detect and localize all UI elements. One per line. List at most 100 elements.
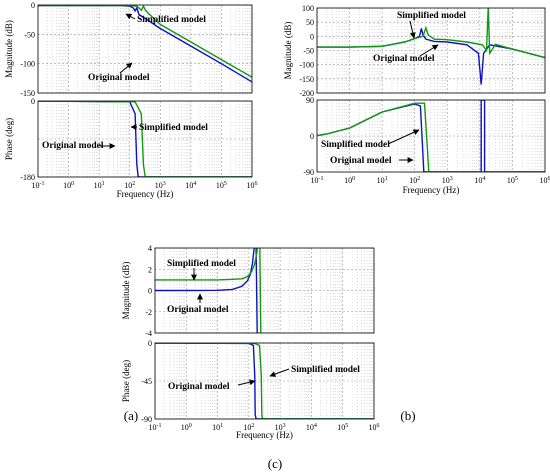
plot-frame: [37, 100, 253, 178]
x-tick-label: 104: [185, 181, 196, 190]
x-tick-label: 100: [181, 423, 192, 432]
x-tick-label: 102: [409, 176, 420, 185]
chart-a-phase-panel: 0 -180 Phase (deg) 10-1 100 101 102 103 104 105 10…: [4, 97, 258, 190]
chart-c: 4 2 0 -2 -4 Magnitude (dB) 0 -45 -90 Phase (deg) 1…: [121, 244, 380, 440]
y-tick-label: 0: [148, 339, 152, 348]
y-tick-label: -100: [299, 61, 314, 70]
x-tick-label: 101: [94, 181, 105, 190]
y-axis-label: Magnitude (dB): [4, 20, 14, 78]
y-tick-label: -150: [20, 89, 35, 98]
y-tick-label: -180: [20, 173, 35, 182]
annotation-label: Original model: [373, 54, 435, 64]
annotation-b-2: Original model: [373, 44, 439, 64]
annotation-arrow: [419, 44, 439, 57]
annotation-arrow: [125, 13, 136, 20]
x-tick-label: 100: [63, 181, 74, 190]
x-tick-label: 10-1: [311, 176, 324, 185]
y-tick-label: 0: [310, 32, 314, 41]
y-tick-label: 0: [310, 132, 314, 141]
annotation-a-4: Original model: [42, 141, 116, 151]
x-axis-label: Frequency (Hz): [117, 189, 174, 199]
plot-background: [38, 5, 252, 93]
annotation-label: Simplified model: [321, 140, 390, 150]
x-tick-label: 10-1: [149, 423, 162, 432]
x-tick-label: 103: [155, 181, 166, 190]
annotation-c-2: Original model: [167, 293, 229, 315]
annotation-a-1: Simplified model: [125, 13, 206, 25]
annotation-arrow: [119, 62, 133, 74]
plot-frame: [154, 247, 375, 334]
chart-c-phase-panel: 0 -45 -90 Phase (deg) 10-1 100 101 102 103 104 105…: [121, 339, 380, 432]
chart-a: 0 -50 -100 -150 Magnitude (dB) 0 -180 Phase (de…: [4, 1, 258, 199]
y-tick-label: 2: [148, 265, 152, 274]
caption-a: (a): [124, 408, 138, 423]
x-tick-label: 102: [243, 423, 254, 432]
x-tick-label: 100: [344, 176, 355, 185]
chart-b: 100 50 0 -50 -100 -150 -200 Magnitude (dB) 90 0 -9…: [283, 4, 550, 195]
series-line-simplified: [155, 248, 262, 333]
series-line-original: [155, 248, 258, 333]
x-tick-label: 104: [474, 176, 485, 185]
annotation-label: Original model: [168, 382, 230, 392]
x-tick-label: 106: [540, 176, 550, 185]
x-tick-label: 103: [442, 176, 453, 185]
y-tick-label: -100: [20, 60, 35, 69]
y-tick-label: -90: [303, 168, 314, 177]
caption-c: (c): [268, 456, 282, 471]
y-tick-label: -45: [141, 377, 152, 386]
annotation-label: Original model: [330, 156, 392, 166]
x-tick-label: 106: [247, 181, 258, 190]
series-line-simplified: [317, 102, 545, 172]
x-tick-label: 104: [306, 423, 317, 432]
chart-c-mag-panel: 4 2 0 -2 -4 Magnitude (dB): [121, 244, 375, 338]
x-tick-label: 10-1: [32, 181, 45, 190]
annotation-label: Simplified model: [291, 365, 360, 375]
annotation-c-3: Simplified model: [269, 365, 360, 377]
annotation-c-4: Original model: [168, 379, 256, 392]
annotation-b-4: Original model: [330, 156, 414, 166]
annotation-label: Original model: [88, 73, 150, 83]
x-tick-label: 106: [369, 423, 380, 432]
y-tick-label: 0: [31, 97, 35, 106]
annotation-b-1: Simplified model: [397, 11, 466, 39]
y-axis-label: Magnitude (dB): [283, 22, 293, 80]
caption-b: (b): [400, 408, 415, 423]
plot-frame: [316, 7, 546, 94]
x-tick-label: 101: [212, 423, 223, 432]
y-tick-label: -50: [303, 47, 314, 56]
annotation-arrow: [409, 20, 416, 39]
y-axis-label: Phase (deg): [4, 118, 14, 160]
annotation-arrow: [387, 129, 420, 145]
y-tick-label: 0: [31, 1, 35, 10]
y-tick-label: 50: [306, 18, 314, 27]
annotation-label: Original model: [167, 305, 229, 315]
annotation-label: Original model: [42, 141, 104, 151]
plot-frame: [316, 99, 546, 173]
annotation-label: Simplified model: [397, 11, 466, 21]
y-tick-label: 4: [148, 244, 152, 253]
plot-frame: [37, 4, 253, 94]
annotation-label: Simplified model: [139, 123, 208, 133]
annotation-arrow: [269, 368, 290, 377]
x-tick-label: 103: [275, 423, 286, 432]
series-line-simplified: [38, 5, 252, 78]
annotation-a-3: Simplified model: [130, 123, 208, 133]
y-axis-label: Phase (deg): [121, 360, 131, 402]
chart-b-mag-panel: 100 50 0 -50 -100 -150 -200 Magnitude (dB): [283, 4, 546, 98]
x-axis-label: Frequency (Hz): [236, 430, 293, 440]
series-line-simplified: [38, 101, 252, 177]
y-tick-label: -200: [299, 89, 314, 98]
y-tick-label: -90: [141, 415, 152, 424]
x-tick-label: 102: [124, 181, 135, 190]
x-tick-label: 105: [507, 176, 518, 185]
annotation-b-3: Simplified model: [321, 129, 420, 150]
y-tick-label: -4: [145, 329, 152, 338]
x-tick-label: 101: [377, 176, 388, 185]
annotation-arrow: [237, 379, 256, 386]
y-tick-label: -50: [24, 30, 35, 39]
y-tick-label: -2: [145, 308, 152, 317]
x-tick-label: 105: [337, 423, 348, 432]
plot-background: [38, 101, 252, 177]
